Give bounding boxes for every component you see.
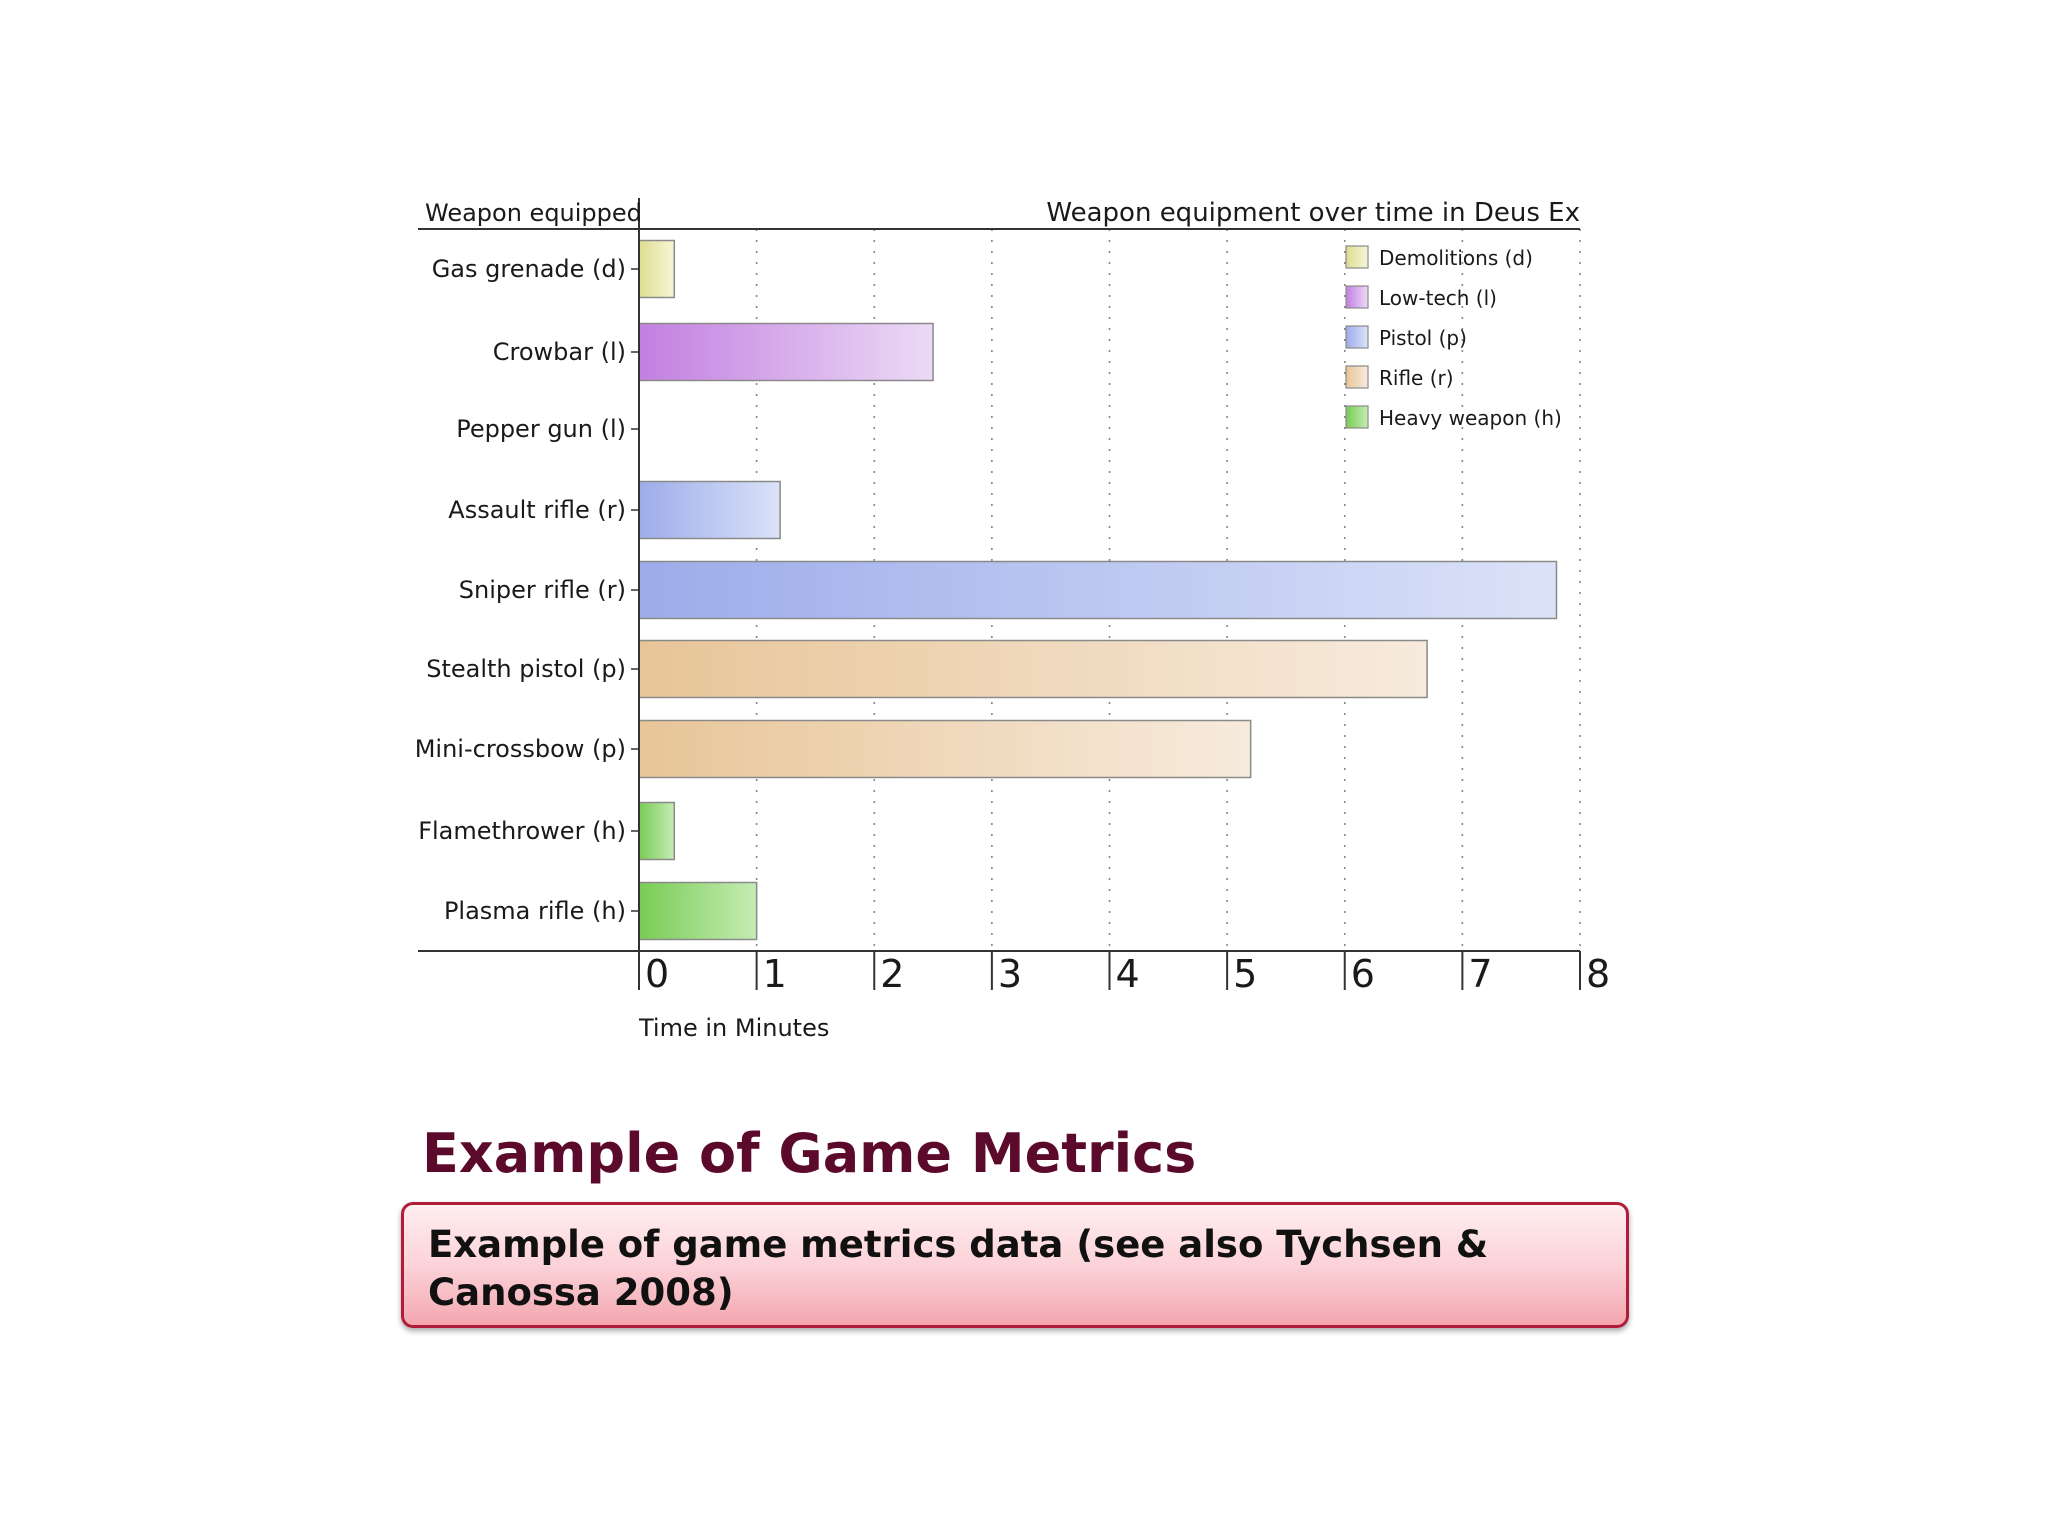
category-labels: Gas grenade (d) Crowbar (l) Pepper gun (l)… — [415, 255, 626, 925]
bar — [638, 480, 781, 540]
bar — [638, 560, 1558, 620]
category-label: Plasma rifle (h) — [444, 897, 626, 925]
x-tick-label: 1 — [763, 952, 787, 996]
category-label: Mini-crossbow (p) — [415, 735, 626, 763]
bar — [638, 719, 1252, 779]
x-tick-label: 3 — [998, 952, 1022, 996]
chart-title: Weapon equipment over time in Deus Ex — [1046, 198, 1580, 228]
x-tick-label: 2 — [880, 952, 904, 996]
legend-swatch — [1345, 405, 1369, 429]
x-tick-label: 7 — [1468, 952, 1492, 996]
legend-swatch — [1345, 365, 1369, 389]
bar — [638, 881, 758, 941]
bar — [638, 801, 676, 861]
category-label: Crowbar (l) — [493, 338, 626, 366]
legend-label: Demolitions (d) — [1379, 246, 1533, 270]
slide-title: Example of Game Metrics — [422, 1122, 1197, 1185]
x-tick-label: 0 — [645, 952, 669, 996]
category-label: Stealth pistol (p) — [426, 655, 626, 683]
category-label: Sniper rifle (r) — [459, 576, 626, 604]
bar — [638, 239, 676, 299]
category-label: Gas grenade (d) — [432, 255, 626, 283]
legend-swatch — [1345, 245, 1369, 269]
category-label: Assault rifle (r) — [448, 496, 626, 524]
axes — [418, 198, 1581, 990]
caption-text: Example of game metrics data (see also T… — [428, 1223, 1489, 1314]
x-tick-labels: 0 1 2 3 4 5 6 7 8 — [645, 952, 1610, 996]
category-label: Pepper gun (l) — [456, 415, 626, 443]
legend-swatch — [1345, 325, 1369, 349]
bar — [638, 322, 934, 382]
legend: Demolitions (d) Low-tech (l) Pistol (p) Rif… — [1345, 245, 1562, 430]
legend-label: Rifle (r) — [1379, 366, 1454, 390]
x-tick-label: 5 — [1233, 952, 1257, 996]
legend-swatch — [1345, 285, 1369, 309]
legend-label: Heavy weapon (h) — [1379, 406, 1562, 430]
category-label: Flamethrower (h) — [418, 817, 626, 845]
x-tick-label: 4 — [1116, 952, 1140, 996]
y-axis-label: Weapon equipped — [425, 199, 642, 227]
legend-label: Low-tech (l) — [1379, 286, 1497, 310]
caption-box: Example of game metrics data (see also T… — [401, 1202, 1629, 1328]
bar — [638, 639, 1428, 699]
legend-label: Pistol (p) — [1379, 326, 1467, 350]
bars — [638, 239, 1558, 941]
chart: Gas grenade (d) Crowbar (l) Pepper gun (l)… — [415, 198, 1610, 1042]
x-tick-label: 6 — [1351, 952, 1375, 996]
x-axis-label: Time in Minutes — [638, 1014, 829, 1042]
x-tick-label: 8 — [1586, 952, 1610, 996]
